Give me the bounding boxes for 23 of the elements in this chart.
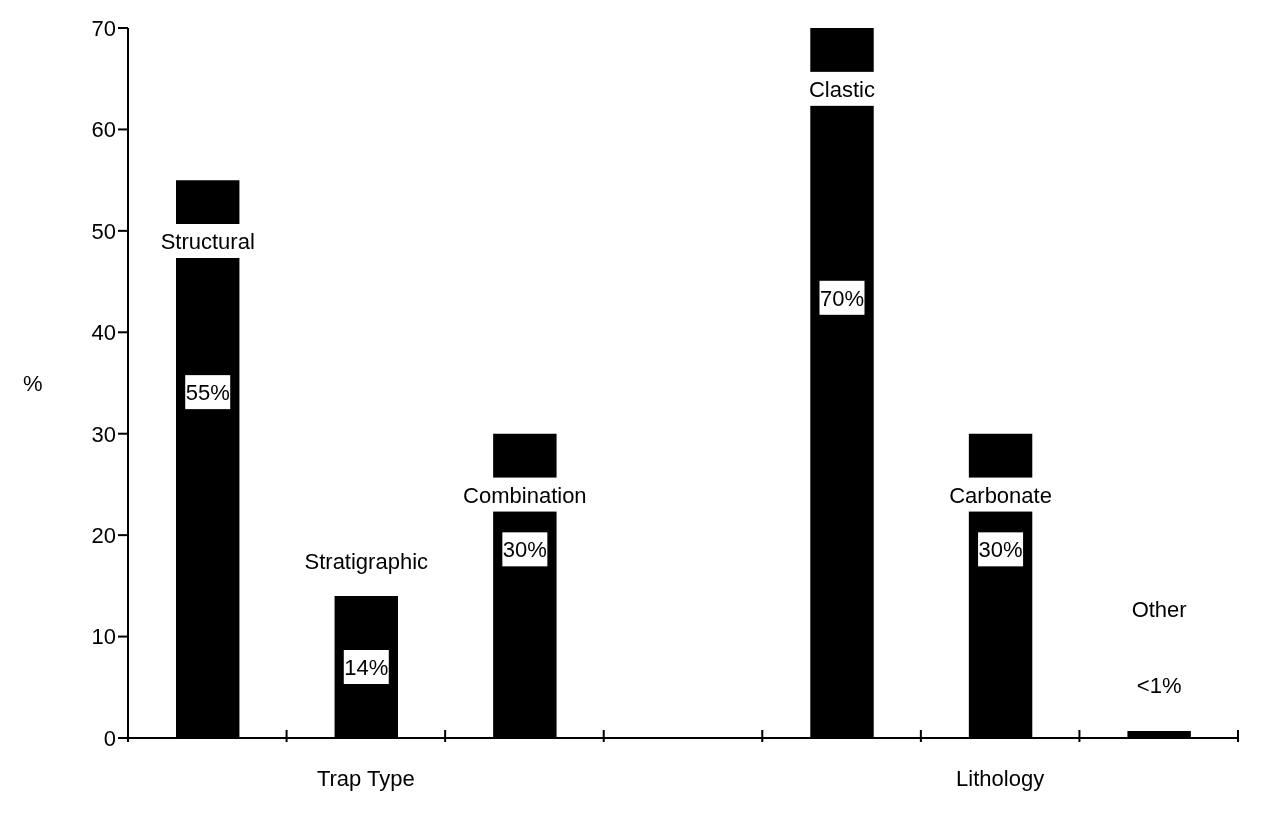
data-label: 70% xyxy=(819,285,865,311)
x-tick-label: Clastic xyxy=(808,76,876,102)
x-tick-label: Structural xyxy=(160,229,255,254)
data-label: 14% xyxy=(344,655,389,680)
data-label: <1% xyxy=(1136,673,1182,699)
x-tick-label: Other xyxy=(1131,597,1187,623)
x-tick-label: Stratigraphic xyxy=(304,548,429,574)
text: Lithology xyxy=(956,766,1045,791)
y-tick-label: 70 xyxy=(91,15,116,41)
y-tick-label: 0 xyxy=(103,725,116,751)
x-tick-label: Combination xyxy=(463,482,587,508)
text: Trap Type xyxy=(316,766,415,791)
y-tick-label: 60 xyxy=(91,117,116,143)
y-tick-label: 40 xyxy=(91,320,116,346)
y-tick-label: 30 xyxy=(91,421,116,447)
y-tick-label: 20 xyxy=(91,522,116,548)
data-label: 30% xyxy=(978,537,1023,563)
data-label: 55% xyxy=(185,380,230,406)
data-label: 30% xyxy=(502,537,547,563)
x-tick-label: Carbonate xyxy=(949,482,1052,508)
y-axis-title: % xyxy=(23,370,43,396)
y-tick-label: 10 xyxy=(91,624,116,650)
y-tick-label: 50 xyxy=(91,218,116,244)
